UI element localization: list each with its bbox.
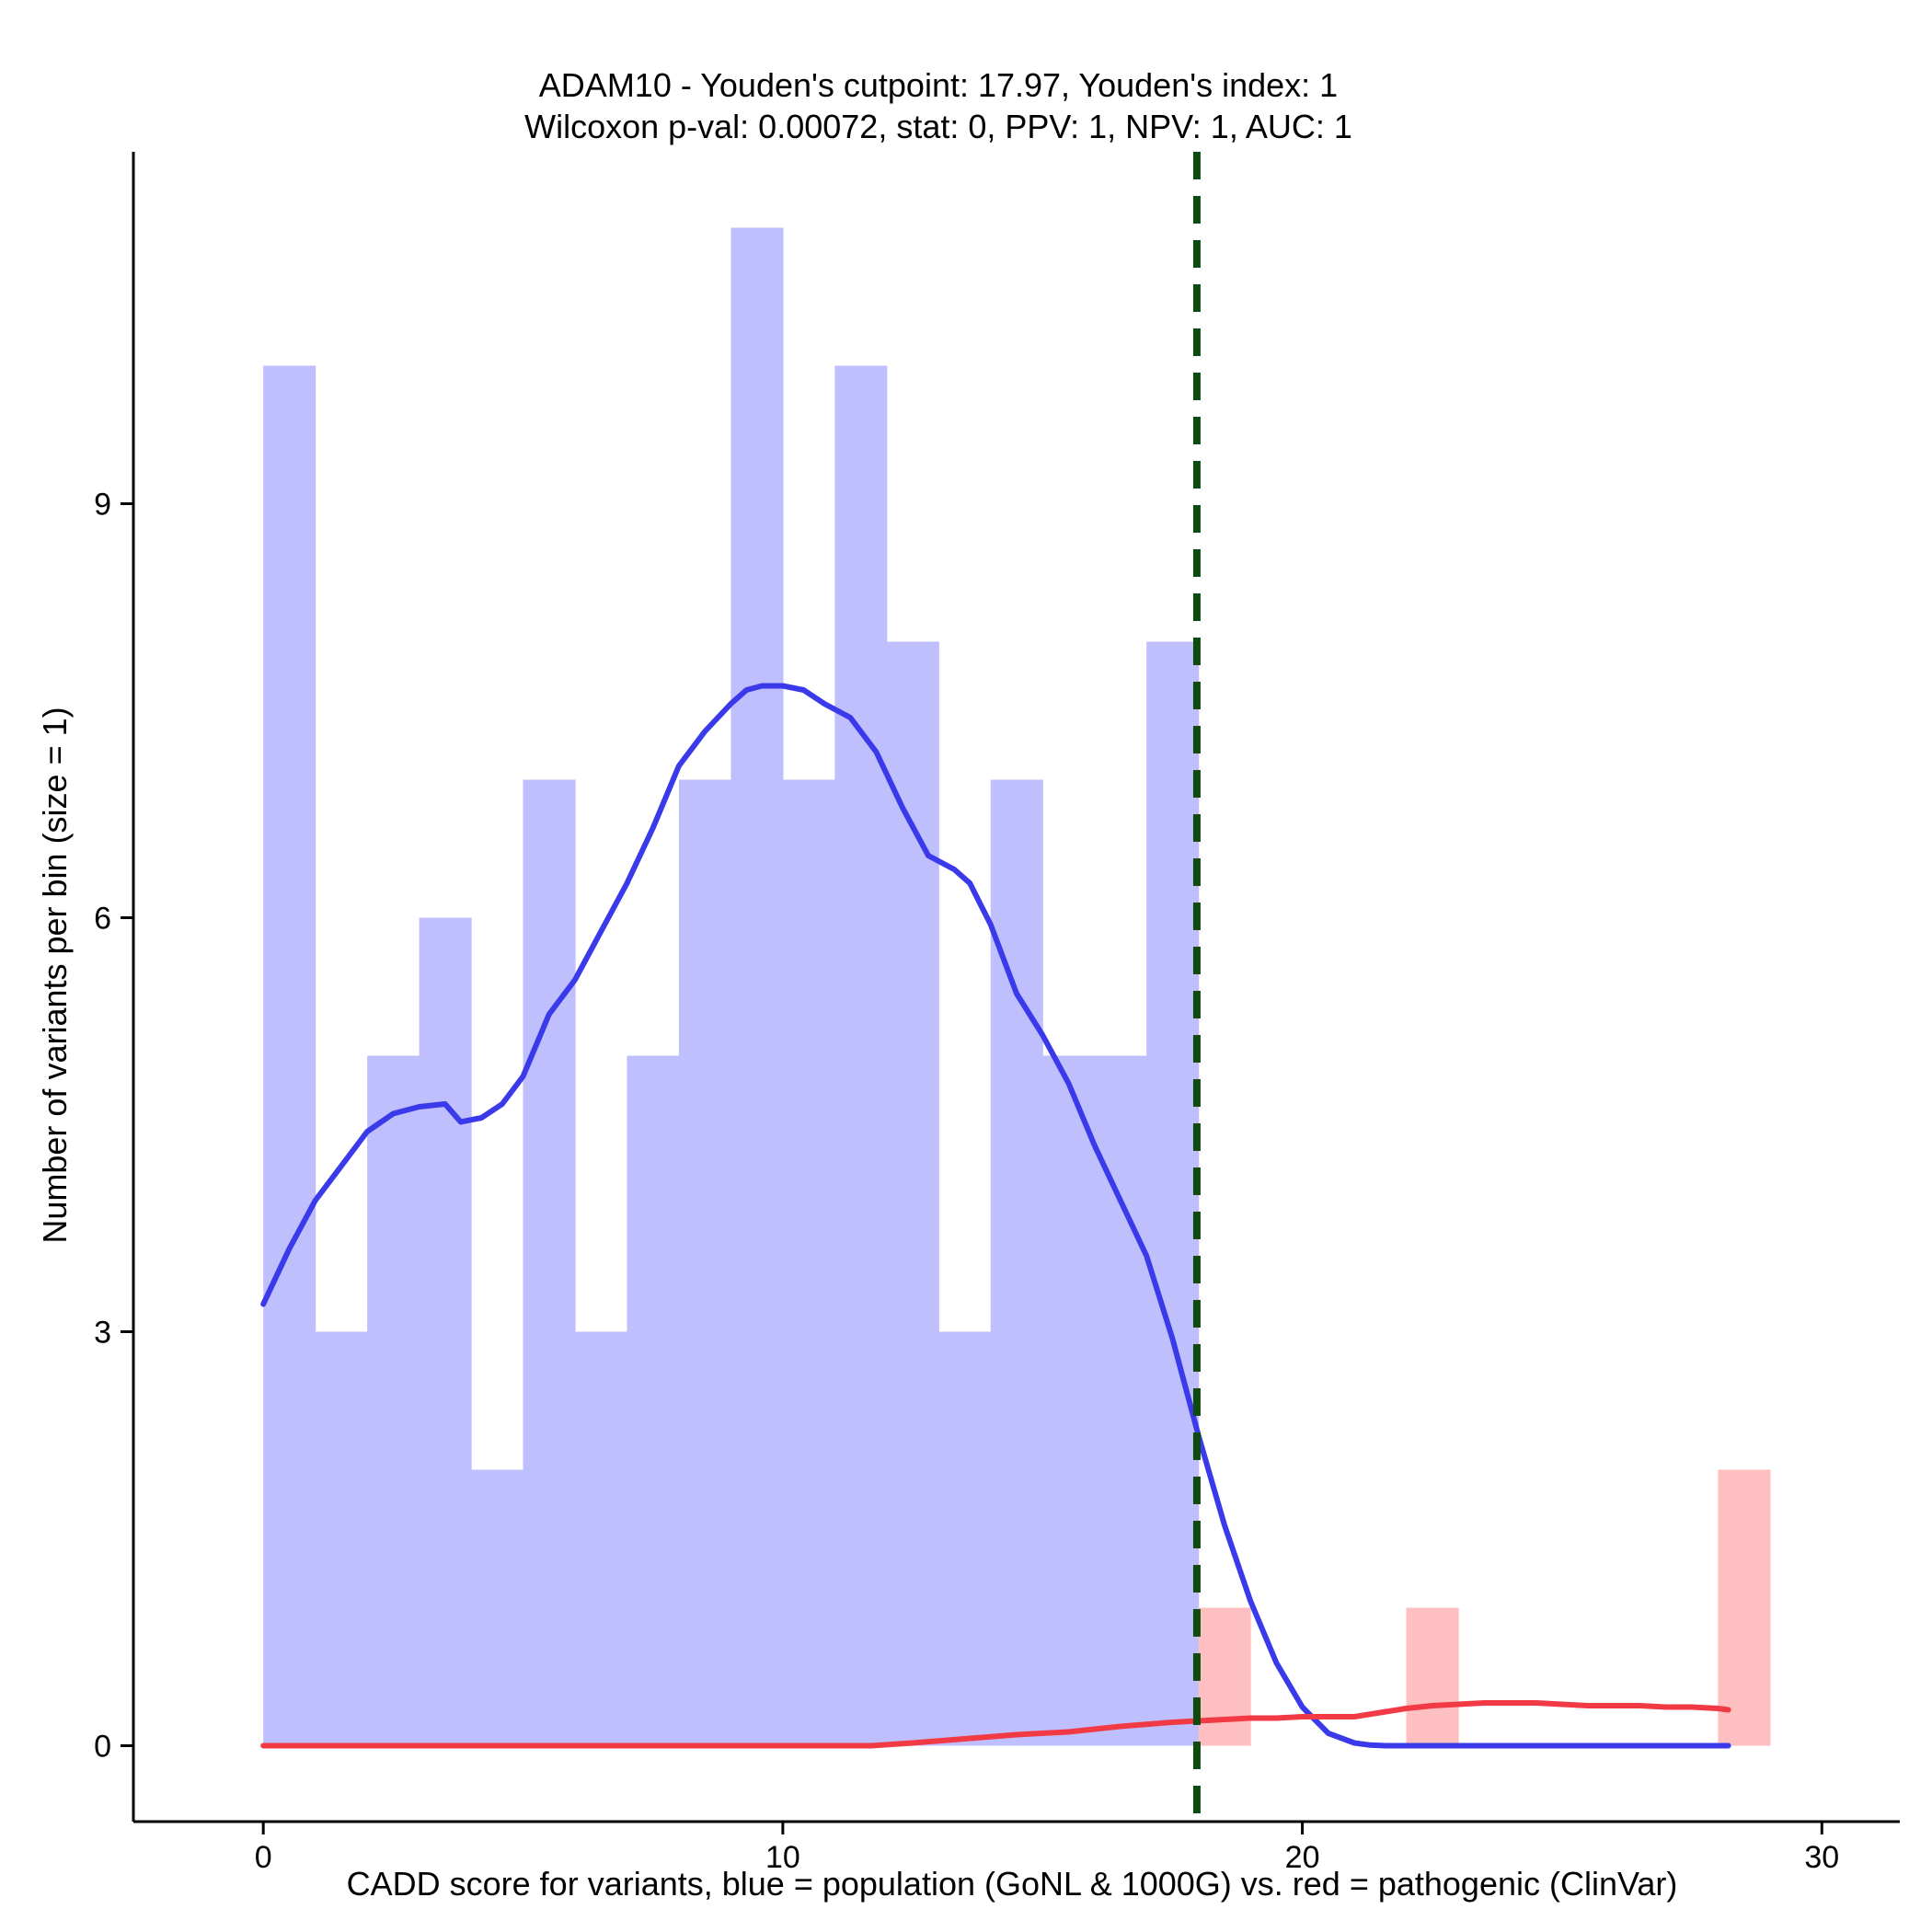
population-bar-8 [678,779,732,1746]
population-bar-0 [263,365,316,1746]
population-bar-4 [471,1469,524,1746]
population-bar-9 [730,227,784,1746]
pathogenic-density-line [260,1700,1731,1749]
axes [132,152,1900,1823]
population-bar-2 [367,1055,420,1746]
x-tick-label: 20 [1285,1840,1320,1875]
x-tick-label: 30 [1804,1840,1839,1875]
chart-subtitle: Wilcoxon p-val: 0.00072, stat: 0, PPV: 1… [524,108,1352,145]
population-bar-16 [1094,1055,1147,1746]
pathogenic-bar-2 [1718,1469,1771,1746]
population-bar-7 [627,1055,680,1746]
x-tick-label: 10 [765,1840,800,1875]
population-bar-13 [938,1331,992,1746]
x-tick-label: 0 [255,1840,272,1875]
pathogenic-bars [1198,1469,1771,1746]
y-axis-label: Number of variants per bin (size = 1) [36,707,74,1243]
population-bar-6 [575,1331,628,1746]
density-lines [260,683,1731,1749]
population-bar-14 [990,779,1043,1746]
population-bar-15 [1042,1055,1096,1746]
population-bar-12 [886,641,939,1746]
x-axis-label: CADD score for variants, blue = populati… [347,1865,1678,1903]
population-bar-11 [834,365,888,1746]
y-axis-ticks: 0 3 6 9 [94,488,133,1765]
pathogenic-bar-1 [1406,1607,1459,1746]
population-bar-5 [523,779,576,1746]
population-bar-10 [782,779,835,1746]
y-tick-label: 6 [94,902,111,937]
x-axis-ticks: 0 10 20 30 [255,1822,1839,1875]
y-tick-label: 0 [94,1730,111,1765]
chart-title: ADAM10 - Youden's cutpoint: 17.97, Youde… [539,66,1338,104]
population-bar-1 [315,1331,368,1746]
pathogenic-bar-0 [1198,1607,1251,1746]
population-bar-3 [419,917,472,1746]
y-tick-label: 3 [94,1316,111,1351]
population-bars [263,227,1200,1746]
population-density-line [260,683,1731,1749]
y-tick-label: 9 [94,488,111,523]
population-bar-17 [1146,641,1200,1746]
